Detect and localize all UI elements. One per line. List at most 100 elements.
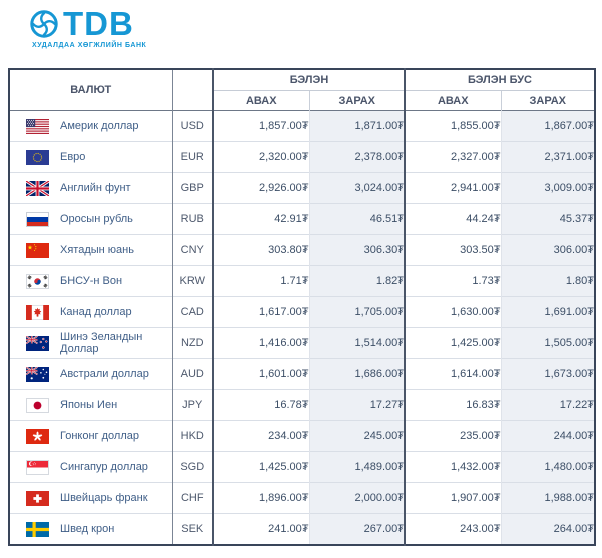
cash-buy-rate: 1,857.00₮ — [212, 110, 309, 142]
currency-name-cell: Австрали доллар — [9, 358, 172, 390]
currency-row: Сингапур доллар SGD 1,425.00₮ 1,489.00₮ … — [9, 451, 596, 483]
noncash-sell-rate: 1.80₮ — [500, 265, 596, 297]
flag-usd-icon — [26, 118, 49, 134]
flag-rub-icon — [26, 211, 49, 227]
noncash-sell-rate: 1,505.00₮ — [500, 327, 596, 359]
currency-name: Английн фунт — [60, 182, 131, 194]
currency-name-cell: Шинэ Зеландын Доллар — [9, 327, 172, 359]
noncash-sell-rate: 1,988.00₮ — [500, 482, 596, 514]
currency-code: CHF — [171, 482, 213, 514]
noncash-buy-rate: 2,941.00₮ — [404, 172, 501, 204]
exchange-rates-table: ВАЛЮТ БЭЛЭН БЭЛЭН БУС АВАХ ЗАРАХ АВАХ ЗА… — [8, 68, 597, 546]
currency-code: CNY — [171, 234, 213, 266]
cash-buy-rate: 2,926.00₮ — [212, 172, 309, 204]
currency-code: RUB — [171, 203, 213, 235]
cash-sell-rate: 245.00₮ — [308, 420, 405, 452]
currency-code: USD — [171, 110, 213, 142]
currency-code: SGD — [171, 451, 213, 483]
currency-row: Швейцарь франк CHF 1,896.00₮ 2,000.00₮ 1… — [9, 482, 596, 514]
currency-name: Америк доллар — [60, 120, 139, 132]
cash-sell-rate: 1,705.00₮ — [308, 296, 405, 328]
flag-hkd-icon — [26, 428, 49, 444]
currency-row: Английн фунт GBP 2,926.00₮ 3,024.00₮ 2,9… — [9, 172, 596, 204]
currency-code: KRW — [171, 265, 213, 297]
cash-sell-rate: 1.82₮ — [308, 265, 405, 297]
col-header-currency: ВАЛЮТ — [9, 69, 172, 111]
flag-sek-icon — [26, 521, 49, 537]
noncash-sell-rate: 2,371.00₮ — [500, 141, 596, 173]
cash-buy-rate: 2,320.00₮ — [212, 141, 309, 173]
flag-nzd-icon — [26, 335, 49, 351]
currency-code: AUD — [171, 358, 213, 390]
currency-code: GBP — [171, 172, 213, 204]
currency-name-cell: Английн фунт — [9, 172, 172, 204]
noncash-buy-rate: 1,630.00₮ — [404, 296, 501, 328]
noncash-sell-rate: 1,480.00₮ — [500, 451, 596, 483]
col-header-noncash-buy: АВАХ — [404, 90, 501, 111]
noncash-buy-rate: 44.24₮ — [404, 203, 501, 235]
currency-code: JPY — [171, 389, 213, 421]
noncash-sell-rate: 3,009.00₮ — [500, 172, 596, 204]
rates-tbody: Америк доллар USD 1,857.00₮ 1,871.00₮ 1,… — [9, 110, 596, 545]
noncash-buy-rate: 1,907.00₮ — [404, 482, 501, 514]
col-header-code — [171, 69, 213, 111]
bank-logo[interactable]: TDB ХУДАЛДАА ХӨГЖЛИЙН БАНК — [30, 7, 147, 49]
noncash-buy-rate: 303.50₮ — [404, 234, 501, 266]
noncash-buy-rate: 1.73₮ — [404, 265, 501, 297]
noncash-buy-rate: 2,327.00₮ — [404, 141, 501, 173]
col-header-cash-group: БЭЛЭН — [212, 69, 405, 91]
currency-code: EUR — [171, 141, 213, 173]
noncash-buy-rate: 235.00₮ — [404, 420, 501, 452]
noncash-sell-rate: 1,691.00₮ — [500, 296, 596, 328]
cash-buy-rate: 234.00₮ — [212, 420, 309, 452]
currency-name-cell: Америк доллар — [9, 110, 172, 142]
col-header-cash-buy: АВАХ — [212, 90, 309, 111]
currency-name-cell: Хятадын юань — [9, 234, 172, 266]
cash-buy-rate: 1.71₮ — [212, 265, 309, 297]
currency-row: Швед крон SEK 241.00₮ 267.00₮ 243.00₮ 26… — [9, 513, 596, 545]
cash-buy-rate: 1,425.00₮ — [212, 451, 309, 483]
cash-sell-rate: 1,489.00₮ — [308, 451, 405, 483]
flag-sgd-icon — [26, 459, 49, 475]
currency-row: Америк доллар USD 1,857.00₮ 1,871.00₮ 1,… — [9, 110, 596, 142]
col-header-noncash-group: БЭЛЭН БУС — [403, 69, 596, 91]
noncash-sell-rate: 17.22₮ — [500, 389, 596, 421]
cash-sell-rate: 1,871.00₮ — [308, 110, 405, 142]
flag-krw-icon — [26, 273, 49, 289]
currency-name: Сингапур доллар — [60, 461, 148, 473]
noncash-sell-rate: 306.00₮ — [500, 234, 596, 266]
currency-name-cell: Швед крон — [9, 513, 172, 545]
flag-gbp-icon — [26, 180, 49, 196]
currency-name-cell: Японы Иен — [9, 389, 172, 421]
cash-sell-rate: 1,514.00₮ — [308, 327, 405, 359]
noncash-sell-rate: 244.00₮ — [500, 420, 596, 452]
cash-buy-rate: 1,896.00₮ — [212, 482, 309, 514]
flag-eur-icon — [26, 149, 49, 165]
currency-code: CAD — [171, 296, 213, 328]
currency-name-cell: Оросын рубль — [9, 203, 172, 235]
noncash-sell-rate: 45.37₮ — [500, 203, 596, 235]
flag-cad-icon — [26, 304, 49, 320]
cash-buy-rate: 16.78₮ — [212, 389, 309, 421]
cash-buy-rate: 241.00₮ — [212, 513, 309, 545]
noncash-sell-rate: 1,673.00₮ — [500, 358, 596, 390]
brand-subtitle: ХУДАЛДАА ХӨГЖЛИЙН БАНК — [32, 42, 147, 49]
cash-sell-rate: 46.51₮ — [308, 203, 405, 235]
currency-code: SEK — [171, 513, 213, 545]
noncash-buy-rate: 1,855.00₮ — [404, 110, 501, 142]
noncash-buy-rate: 16.83₮ — [404, 389, 501, 421]
cash-buy-rate: 1,617.00₮ — [212, 296, 309, 328]
currency-name: Швейцарь франк — [60, 492, 148, 504]
currency-row: Хятадын юань CNY 303.80₮ 306.30₮ 303.50₮… — [9, 234, 596, 266]
currency-row: Японы Иен JPY 16.78₮ 17.27₮ 16.83₮ 17.22… — [9, 389, 596, 421]
cash-sell-rate: 1,686.00₮ — [308, 358, 405, 390]
flag-jpy-icon — [26, 397, 49, 413]
currency-row: Гонконг доллар HKD 234.00₮ 245.00₮ 235.0… — [9, 420, 596, 452]
cash-buy-rate: 1,601.00₮ — [212, 358, 309, 390]
noncash-buy-rate: 243.00₮ — [404, 513, 501, 545]
noncash-buy-rate: 1,432.00₮ — [404, 451, 501, 483]
currency-name: Хятадын юань — [60, 244, 134, 256]
currency-row: Евро EUR 2,320.00₮ 2,378.00₮ 2,327.00₮ 2… — [9, 141, 596, 173]
cash-sell-rate: 267.00₮ — [308, 513, 405, 545]
currency-name: Швед крон — [60, 523, 115, 535]
